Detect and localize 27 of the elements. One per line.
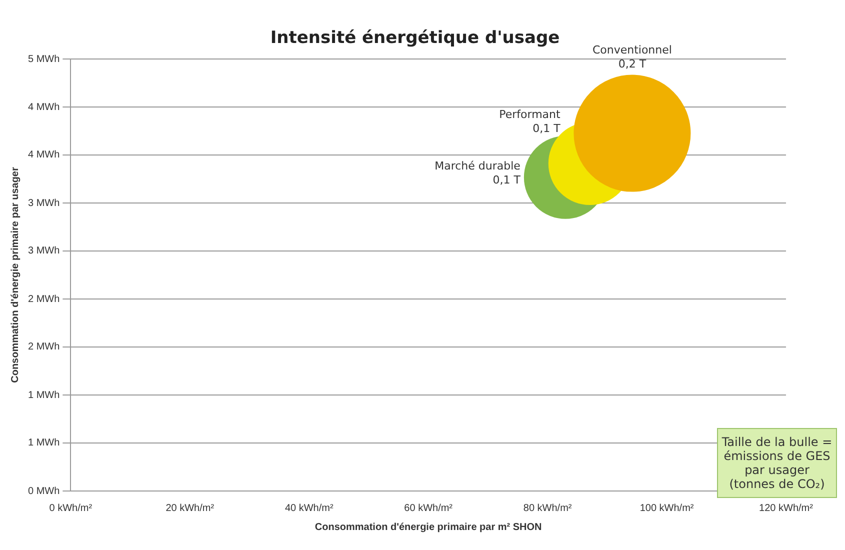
y-tick-label: 5 MWh <box>28 54 60 65</box>
y-tick-label: 1 MWh <box>28 390 60 401</box>
x-axis-title: Consommation d'énergie primaire par m² SHON <box>314 522 542 533</box>
y-axis-title: Consommation d'énergie primaire par usager <box>10 167 21 383</box>
x-tick-label: 100 kWh/m² <box>640 502 694 514</box>
annotation: Taille de la bulle = émissions de GES par usager (tonnes de CO₂) <box>717 428 837 498</box>
x-tick-label: 20 kWh/m² <box>166 502 215 514</box>
x-tick-label: 40 kWh/m² <box>284 502 334 514</box>
series-label: Performant <box>499 108 562 122</box>
x-tick-label: 80 kWh/m² <box>523 502 572 514</box>
y-tick-label: 2 MWh <box>28 294 60 305</box>
data-label: 0,1 T <box>492 173 521 186</box>
data-label: 0,2 T <box>618 57 646 70</box>
chart-title: Intensité énergétique d'usage <box>270 28 560 48</box>
y-tick-label: 3 MWh <box>28 246 60 257</box>
y-tick-label: 1 MWh <box>28 438 60 449</box>
y-tick-label: 4 MWh <box>28 102 60 113</box>
data-label: 0,1 T <box>532 122 561 136</box>
y-tick-label: 0 MWh <box>28 486 60 497</box>
x-tick-label: 0 kWh/m² <box>49 502 93 514</box>
y-tick-label: 2 MWh <box>28 342 60 353</box>
text: Conventionnel <box>592 43 672 56</box>
series-label: Marché durable <box>434 159 521 172</box>
x-tick-label: 120 kWh/m² <box>759 502 814 514</box>
y-tick-label: 3 MWh <box>28 198 60 209</box>
x-tick-label: 60 kWh/m² <box>404 502 454 514</box>
y-tick-label: 4 MWh <box>28 150 60 161</box>
